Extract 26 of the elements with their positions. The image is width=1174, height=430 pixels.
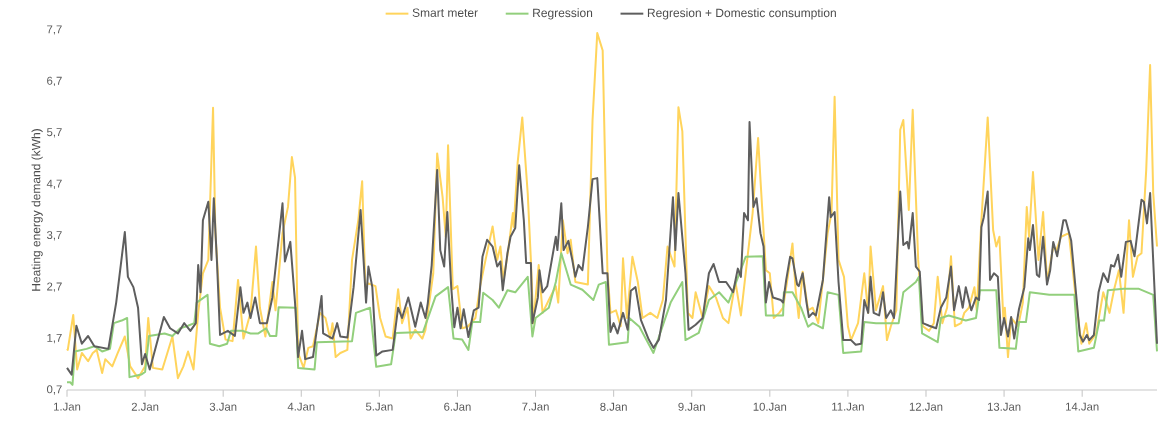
y-tick-label: 6,7 — [47, 76, 62, 87]
x-tick-label: 1.Jan — [54, 402, 81, 411]
x-tick-label: 4.Jan — [287, 402, 315, 411]
y-tick-label: 5,7 — [47, 128, 62, 138]
x-tick-label: 12.Jan — [909, 402, 943, 411]
x-tick-label: 7.Jan — [522, 402, 549, 411]
legend-label: Regression — [533, 8, 593, 20]
x-tick-label: 2.Jan — [131, 402, 159, 411]
x-tick-label: 5.Jan — [365, 402, 393, 411]
y-axis-title: Heating energy demand (kWh) — [31, 129, 43, 291]
legend-label: Smart meter — [412, 8, 478, 17]
x-tick-label: 13.Jan — [987, 402, 1021, 411]
x-tick-label: 8.Jan — [600, 402, 627, 411]
y-tick-label: 2,7 — [47, 282, 62, 292]
x-tick-label: 9.Jan — [678, 402, 705, 411]
x-tick-label: 14.Jan — [1066, 402, 1099, 411]
x-tick-label: 6.Jan — [444, 402, 471, 411]
x-tick-label: 10.Jan — [753, 402, 787, 411]
y-tick-label: 3,7 — [46, 231, 62, 241]
y-tick-label: 0,7 — [46, 385, 62, 395]
legend-label: Regresion + Domestic consumption — [647, 8, 836, 20]
y-tick-label: 1,7 — [47, 333, 62, 344]
y-tick-label: 7,7 — [47, 25, 62, 35]
x-tick-label: 3.Jan — [209, 402, 237, 411]
x-tick-label: 11.Jan — [832, 402, 864, 411]
y-tick-label: 4,7 — [46, 179, 62, 189]
